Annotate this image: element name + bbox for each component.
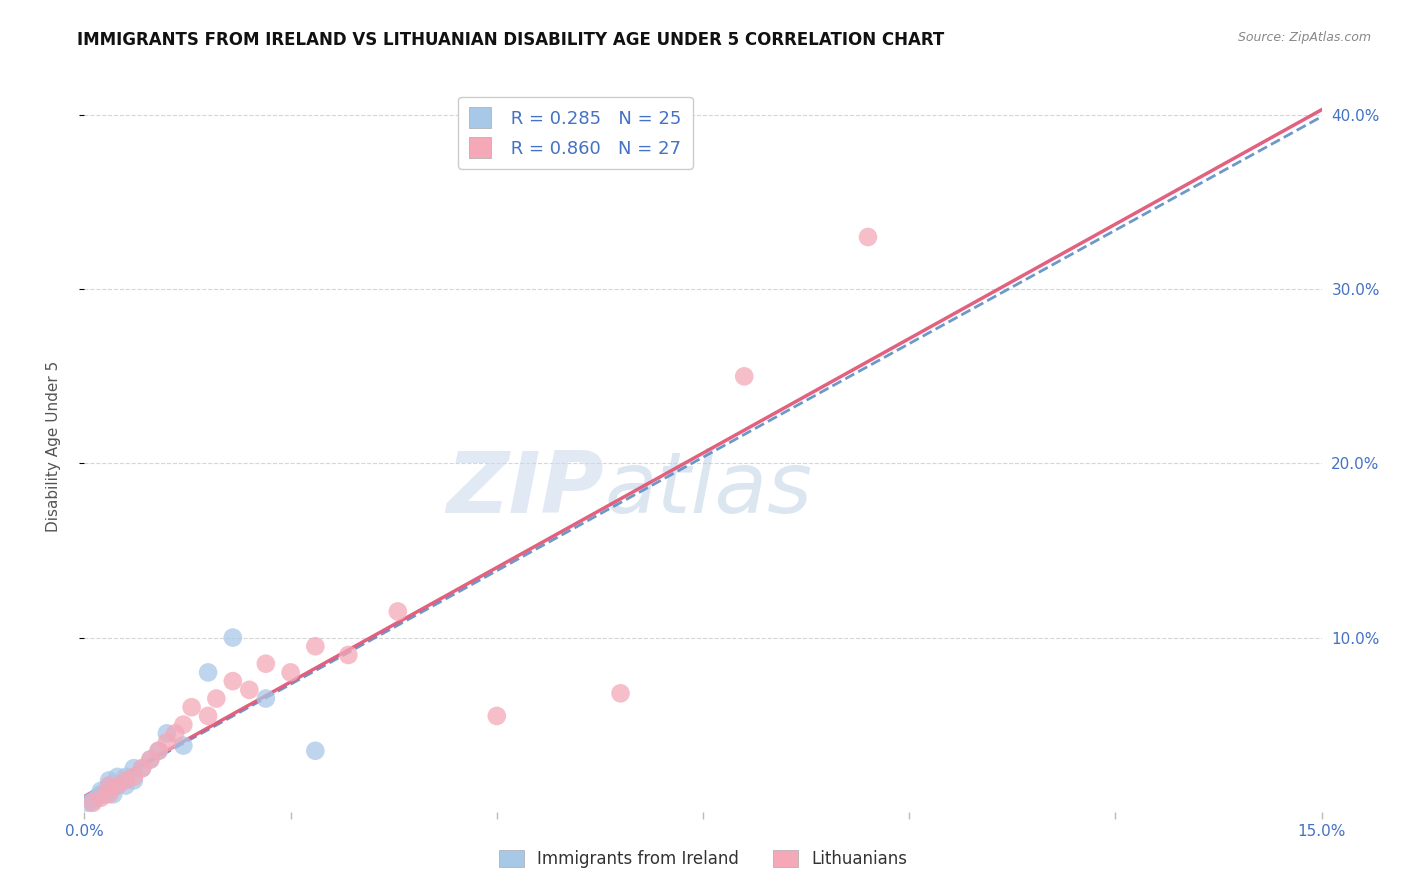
Legend:  R = 0.285   N = 25,  R = 0.860   N = 27: R = 0.285 N = 25, R = 0.860 N = 27 — [458, 96, 693, 169]
Point — [105, 779, 128, 793]
Point — [254, 657, 277, 671]
Point — [105, 770, 128, 784]
Point — [131, 761, 153, 775]
Point — [139, 752, 162, 766]
Y-axis label: Disability Age Under 5: Disability Age Under 5 — [46, 360, 60, 532]
Point — [122, 770, 145, 784]
Point — [387, 604, 409, 618]
Point — [114, 773, 136, 788]
Point — [82, 794, 104, 808]
Point — [172, 717, 194, 731]
Point — [304, 640, 326, 654]
Point — [82, 796, 104, 810]
Point — [98, 779, 121, 793]
Point — [238, 682, 260, 697]
Point — [156, 726, 179, 740]
Point — [733, 369, 755, 384]
Text: IMMIGRANTS FROM IRELAND VS LITHUANIAN DISABILITY AGE UNDER 5 CORRELATION CHART: IMMIGRANTS FROM IRELAND VS LITHUANIAN DI… — [77, 31, 945, 49]
Point — [77, 796, 100, 810]
Point — [172, 739, 194, 753]
Point — [156, 735, 179, 749]
Point — [148, 744, 170, 758]
Point — [280, 665, 302, 680]
Point — [103, 787, 125, 801]
Legend: Immigrants from Ireland, Lithuanians: Immigrants from Ireland, Lithuanians — [492, 843, 914, 875]
Point — [98, 773, 121, 788]
Point — [485, 709, 508, 723]
Point — [304, 744, 326, 758]
Text: Source: ZipAtlas.com: Source: ZipAtlas.com — [1237, 31, 1371, 45]
Point — [254, 691, 277, 706]
Point — [205, 691, 228, 706]
Point — [105, 779, 128, 793]
Point — [86, 790, 108, 805]
Point — [122, 761, 145, 775]
Point — [131, 761, 153, 775]
Point — [90, 787, 112, 801]
Point — [197, 665, 219, 680]
Point — [114, 779, 136, 793]
Point — [337, 648, 360, 662]
Point — [122, 773, 145, 788]
Point — [139, 752, 162, 766]
Point — [165, 726, 187, 740]
Point — [90, 790, 112, 805]
Point — [222, 674, 245, 689]
Point — [856, 230, 879, 244]
Point — [114, 770, 136, 784]
Text: atlas: atlas — [605, 449, 813, 532]
Point — [180, 700, 202, 714]
Point — [98, 779, 121, 793]
Point — [609, 686, 631, 700]
Point — [90, 784, 112, 798]
Text: ZIP: ZIP — [446, 449, 605, 532]
Point — [98, 787, 121, 801]
Point — [222, 631, 245, 645]
Point — [98, 784, 121, 798]
Point — [197, 709, 219, 723]
Point — [148, 744, 170, 758]
Point — [94, 787, 117, 801]
